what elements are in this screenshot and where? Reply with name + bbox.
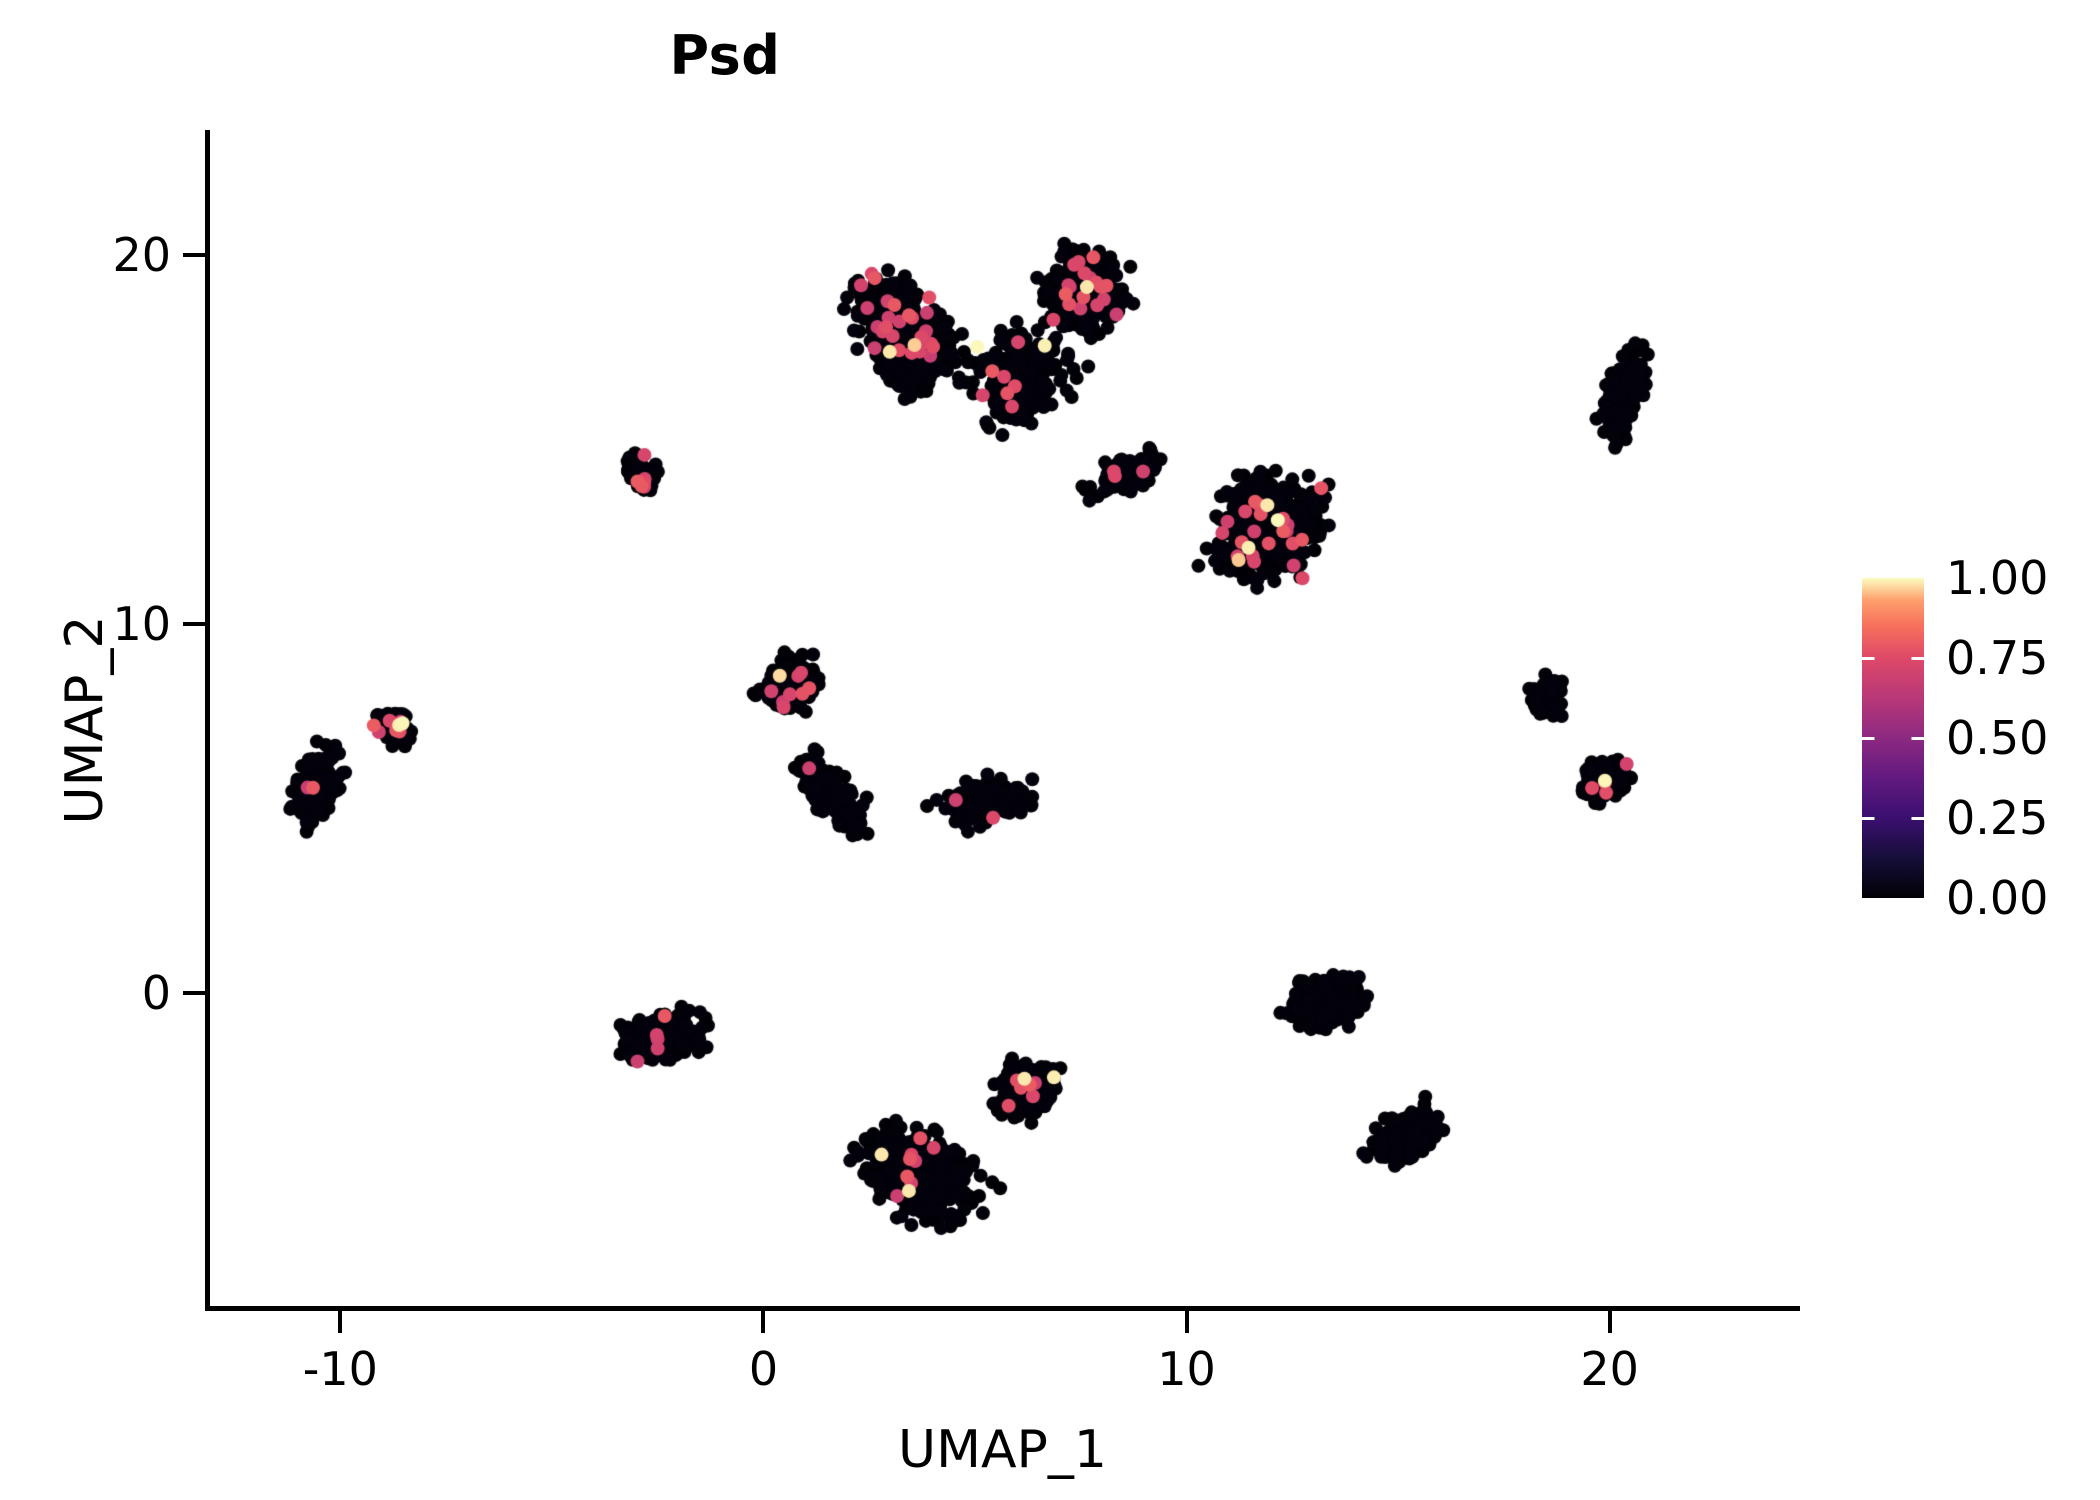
colorbar-tick-mark <box>1862 817 1924 820</box>
x-axis-label: UMAP_1 <box>898 1420 1107 1480</box>
y-axis-spine <box>205 130 210 1310</box>
x-tick-mark <box>338 1311 343 1333</box>
x-axis-spine <box>205 1306 1800 1311</box>
colorbar-tick-label: 0.25 <box>1946 791 2049 845</box>
colorbar-tick-label: 0.00 <box>1946 871 2049 925</box>
y-tick-label: 10 <box>112 597 171 652</box>
y-tick-label: 20 <box>112 228 171 283</box>
page-title: Psd <box>669 24 781 87</box>
x-tick-label: 10 <box>1157 1342 1216 1396</box>
y-tick-label: 0 <box>141 965 171 1020</box>
x-tick-label: -10 <box>302 1342 378 1396</box>
axes-inner: 0 10 20 -10 0 10 20 <box>112 130 1800 1396</box>
y-tick-mark <box>183 253 205 258</box>
y-axis-label: UMAP_2 <box>55 615 115 825</box>
x-tick-label: 0 <box>748 1342 779 1396</box>
colorbar-tick-label: 1.00 <box>1946 551 2049 605</box>
colorbar-tick-mark <box>1862 657 1924 660</box>
y-tick-mark <box>183 990 205 995</box>
colorbar-tick-label: 0.50 <box>1946 711 2049 765</box>
x-tick-label: 20 <box>1580 1342 1639 1396</box>
plot-area: 0 10 20 -10 0 10 20 UMAP_1 UMAP_2 <box>55 130 1800 1480</box>
colorbar-tick-label: 0.75 <box>1946 631 2049 685</box>
x-tick-mark <box>1607 1311 1612 1333</box>
colorbar-tick-mark <box>1862 737 1924 740</box>
scatter-plot-canvas <box>205 130 1800 1310</box>
y-tick-mark <box>183 622 205 627</box>
colorbar: 0.00 0.25 0.50 0.75 1.00 <box>1862 551 2092 925</box>
x-tick-mark <box>1184 1311 1189 1333</box>
x-tick-mark <box>761 1311 766 1333</box>
